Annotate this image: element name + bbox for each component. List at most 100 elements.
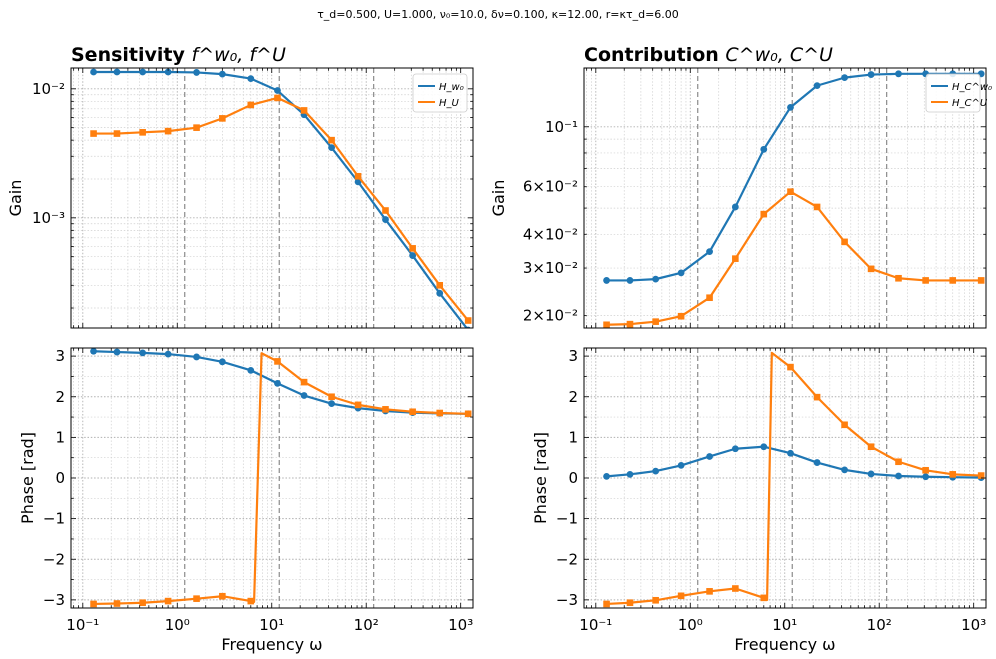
legend: H_C^w₀ H_C^U — [925, 73, 992, 113]
y-tick-label: 10⁻² — [32, 80, 65, 98]
data-point — [626, 470, 634, 478]
data-point — [464, 410, 472, 418]
x-tick-label: 10⁻¹ — [66, 616, 99, 634]
data-point — [328, 136, 335, 144]
y-tick-label: 0 — [55, 469, 65, 487]
data-point — [706, 453, 713, 460]
plot-area — [603, 70, 985, 328]
y-axis-label: Phase [rad] — [18, 432, 37, 524]
data-point — [193, 595, 200, 602]
series-line-orange — [606, 190, 982, 326]
data-point — [603, 600, 610, 608]
data-point — [247, 366, 255, 374]
data-point — [436, 281, 444, 289]
panel-contribution-gain: 2×10⁻² 3×10⁻² 4×10⁻² 6×10⁻² 10⁻¹ Gain Contribu… — [489, 44, 992, 329]
data-point — [218, 70, 226, 78]
data-point — [922, 473, 930, 481]
data-point — [328, 393, 335, 401]
y-tick-label: 2 — [55, 388, 65, 406]
y-tick-label: 3×10⁻² — [523, 259, 578, 277]
data-point — [677, 462, 685, 469]
data-point — [300, 392, 308, 399]
data-point — [113, 130, 121, 137]
data-point — [139, 68, 147, 76]
data-point — [274, 358, 281, 365]
plot-area — [90, 68, 472, 328]
data-point — [274, 87, 281, 94]
x-tick-label: 10³ — [448, 616, 473, 634]
y-tick-label: −1 — [43, 510, 65, 528]
data-point — [113, 68, 121, 76]
y-tick-label: 2 — [568, 388, 578, 406]
data-point — [139, 129, 146, 136]
data-point — [706, 588, 713, 595]
data-point — [139, 599, 146, 607]
y-tick-label: 3 — [55, 347, 65, 365]
data-point — [706, 248, 713, 256]
data-point — [895, 472, 902, 480]
y-axis-label: Gain — [6, 180, 25, 217]
data-point — [867, 265, 875, 273]
y-tick-label: 10⁻³ — [32, 209, 65, 227]
plot-area — [90, 348, 472, 608]
data-point — [813, 393, 821, 401]
data-point — [382, 207, 389, 214]
x-axis-label: Frequency ω — [734, 635, 835, 654]
data-point — [409, 252, 417, 259]
data-point — [626, 599, 634, 607]
y-tick-label: 4×10⁻² — [523, 225, 578, 243]
series-line-orange — [606, 351, 982, 606]
series-line-blue — [93, 350, 469, 415]
plot-area — [603, 351, 985, 608]
panel-sensitivity-gain: 10⁻³ 10⁻² Gain Sensitivity f^w₀, f^U H_w₀ H_U — [6, 44, 474, 329]
data-point — [895, 458, 902, 466]
legend-entry: H_w₀ — [439, 82, 464, 93]
data-point — [787, 449, 794, 457]
data-point — [652, 275, 660, 283]
legend-entry: H_C^w₀ — [952, 82, 992, 93]
data-point — [382, 216, 389, 223]
y-axis-label: Gain — [489, 180, 508, 217]
data-point — [731, 445, 739, 453]
data-point — [652, 596, 659, 604]
data-point — [732, 585, 739, 592]
data-point — [90, 130, 97, 137]
data-point — [300, 107, 308, 114]
data-point — [603, 277, 610, 284]
data-point — [652, 318, 659, 325]
data-point — [787, 188, 794, 196]
data-point — [193, 69, 200, 76]
data-point — [732, 255, 739, 262]
grid — [584, 68, 986, 328]
data-point — [787, 363, 794, 371]
data-point — [760, 210, 768, 218]
data-point — [328, 400, 335, 408]
data-point — [841, 74, 848, 82]
data-point — [895, 70, 902, 78]
data-point — [949, 471, 957, 478]
data-point — [464, 317, 472, 324]
data-point — [90, 68, 97, 76]
panel-title: Contribution C^w₀, C^U — [584, 44, 833, 66]
data-point — [677, 269, 685, 277]
data-point — [922, 277, 929, 284]
figure-suptitle: τ_d=0.500, U=1.000, ν₀=10.0, δν=0.100, κ… — [317, 8, 679, 21]
series-line-orange — [93, 352, 469, 606]
data-point — [813, 203, 821, 211]
data-point — [603, 472, 610, 480]
data-point — [113, 600, 121, 607]
panel-contribution-phase: 10⁻¹ 10⁰ 10¹ 10² 10³ Frequency ω −3 −2 −1 0 1 2 3 Pha… — [531, 347, 987, 654]
data-point — [731, 203, 739, 211]
data-point — [328, 144, 335, 152]
y-tick-label: −3 — [43, 591, 65, 609]
panel-sensitivity-phase: 10⁻¹ 10⁰ 10¹ 10² 10³ Frequency ω −3 −2 −1 0 1 2 3 Pha… — [18, 347, 474, 654]
data-point — [164, 597, 172, 605]
y-tick-label: −1 — [556, 510, 578, 528]
data-point — [867, 71, 875, 78]
data-point — [354, 172, 362, 180]
y-tick-label: 0 — [568, 469, 578, 487]
data-point — [787, 103, 794, 111]
data-point — [677, 312, 685, 320]
data-point — [841, 238, 848, 246]
data-point — [90, 348, 97, 355]
